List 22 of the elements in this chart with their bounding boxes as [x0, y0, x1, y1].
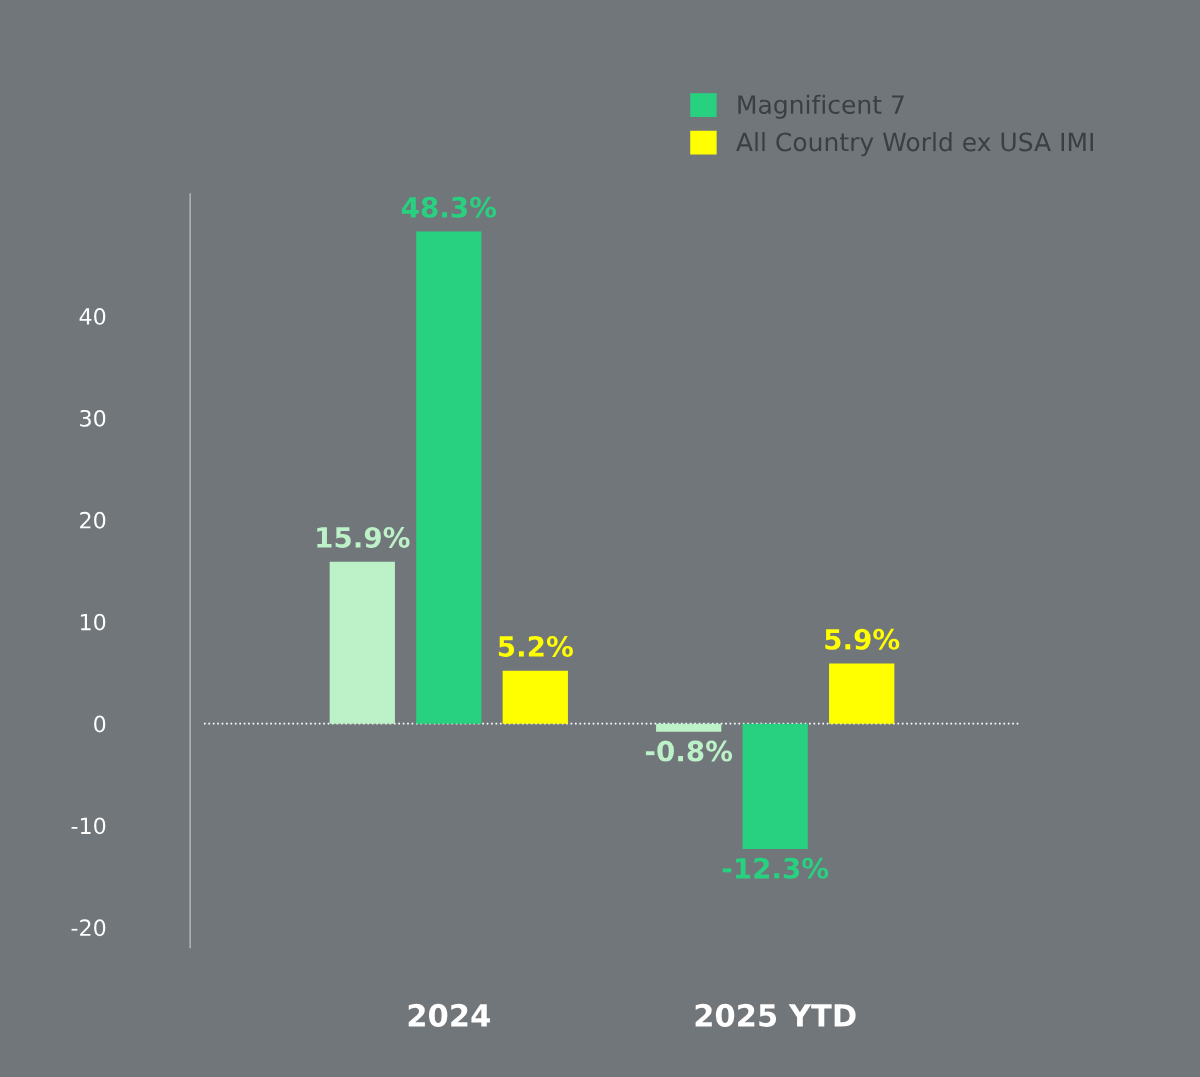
bar [656, 723, 722, 732]
x-tick-label: 2025 YTD [695, 1003, 856, 1027]
y-tick-label: 20 [80, 511, 106, 529]
y-tick-label: 40 [79, 308, 106, 325]
bar [502, 670, 568, 724]
y-tick-label: 10 [80, 613, 106, 631]
bar [329, 561, 395, 724]
data-label: 5.2% [498, 635, 573, 657]
data-label: 15.9% [317, 526, 410, 548]
legend-label: Magnificent 7 [738, 94, 904, 119]
y-tick-label: 0 [94, 715, 106, 733]
x-tick-label: 2024 [408, 1003, 490, 1027]
bar [416, 231, 482, 724]
data-label: 48.3% [401, 196, 497, 218]
data-label: 5.9% [825, 628, 900, 650]
data-label: -0.8% [645, 740, 733, 762]
y-tick-label: -20 [71, 919, 106, 937]
bar [742, 723, 808, 849]
data-label: -12.3% [722, 857, 829, 879]
bar [829, 663, 895, 724]
y-tick-label: -10 [71, 817, 106, 835]
y-tick-label: 30 [80, 409, 106, 427]
